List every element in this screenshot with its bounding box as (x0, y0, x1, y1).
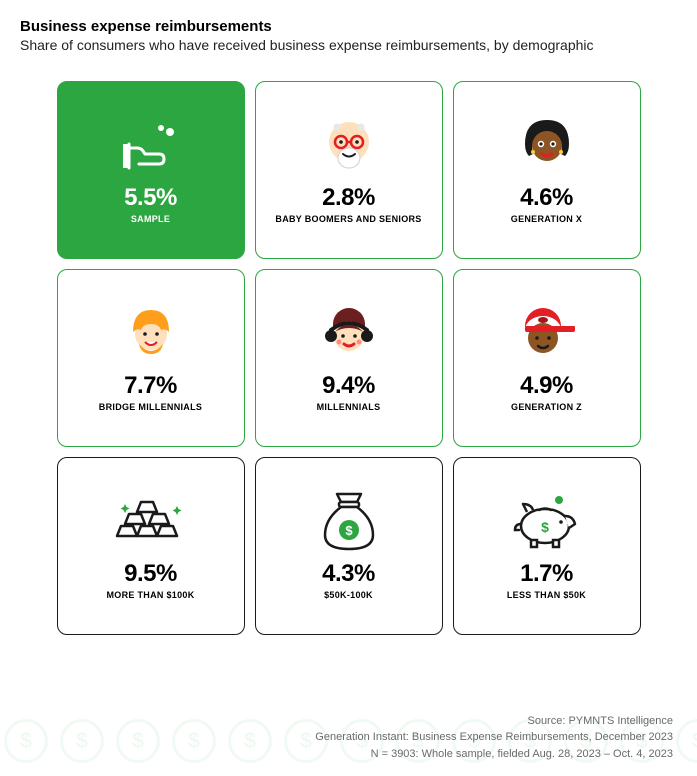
card-value: 4.6% (520, 184, 573, 212)
card-baby-boomers: 2.8% BABY BOOMERS AND SENIORS (255, 81, 443, 259)
card-value: 9.5% (124, 560, 177, 588)
svg-text:$: $ (345, 523, 353, 538)
card-value: 9.4% (322, 372, 375, 400)
genx-head-icon (462, 114, 632, 178)
card-income-high: 9.5% MORE THAN $100K (57, 457, 245, 635)
card-label: GENERATION Z (511, 402, 582, 413)
card-sample: 5.5% SAMPLE (57, 81, 245, 259)
card-value: 2.8% (322, 184, 375, 212)
money-bag-icon: $ (264, 490, 434, 554)
footer-line-3: N = 3903: Whole sample, fielded Aug. 28,… (315, 746, 673, 763)
footer-credits: Source: PYMNTS Intelligence Generation I… (315, 713, 673, 763)
bridge-head-icon (66, 302, 236, 366)
millennials-head-icon (264, 302, 434, 366)
card-label: BRIDGE MILLENNIALS (99, 402, 202, 413)
page-subtitle: Share of consumers who have received bus… (20, 37, 677, 53)
card-income-mid: $ 4.3% $50K-100K (255, 457, 443, 635)
card-label: GENERATION X (511, 214, 582, 225)
card-label: $50K-100K (324, 590, 373, 601)
genz-head-icon (462, 302, 632, 366)
card-label: MILLENNIALS (317, 402, 381, 413)
card-millennials: 9.4% MILLENNIALS (255, 269, 443, 447)
gold-bars-icon (66, 490, 236, 554)
piggy-bank-icon: $ (462, 490, 632, 554)
hand-coins-icon (66, 114, 236, 178)
footer-line-2: Generation Instant: Business Expense Rei… (315, 729, 673, 746)
page-title: Business expense reimbursements (20, 18, 677, 35)
card-value: 1.7% (520, 560, 573, 588)
card-value: 7.7% (124, 372, 177, 400)
card-value: 4.9% (520, 372, 573, 400)
senior-head-icon (264, 114, 434, 178)
card-value: 4.3% (322, 560, 375, 588)
card-bridge-millennials: 7.7% BRIDGE MILLENNIALS (57, 269, 245, 447)
card-value: 5.5% (124, 184, 177, 212)
card-gen-z: 4.9% GENERATION Z (453, 269, 641, 447)
card-income-low: $ 1.7% LESS THAN $50K (453, 457, 641, 635)
card-label: BABY BOOMERS AND SENIORS (275, 214, 421, 225)
svg-text:$: $ (541, 519, 549, 535)
footer-line-1: Source: PYMNTS Intelligence (315, 713, 673, 730)
card-label: LESS THAN $50K (507, 590, 586, 601)
card-gen-x: 4.6% GENERATION X (453, 81, 641, 259)
card-label: SAMPLE (131, 214, 170, 225)
card-grid: 5.5% SAMPLE 2.8% BABY BOOMERS AND SENIOR… (20, 81, 677, 635)
card-label: MORE THAN $100K (106, 590, 194, 601)
